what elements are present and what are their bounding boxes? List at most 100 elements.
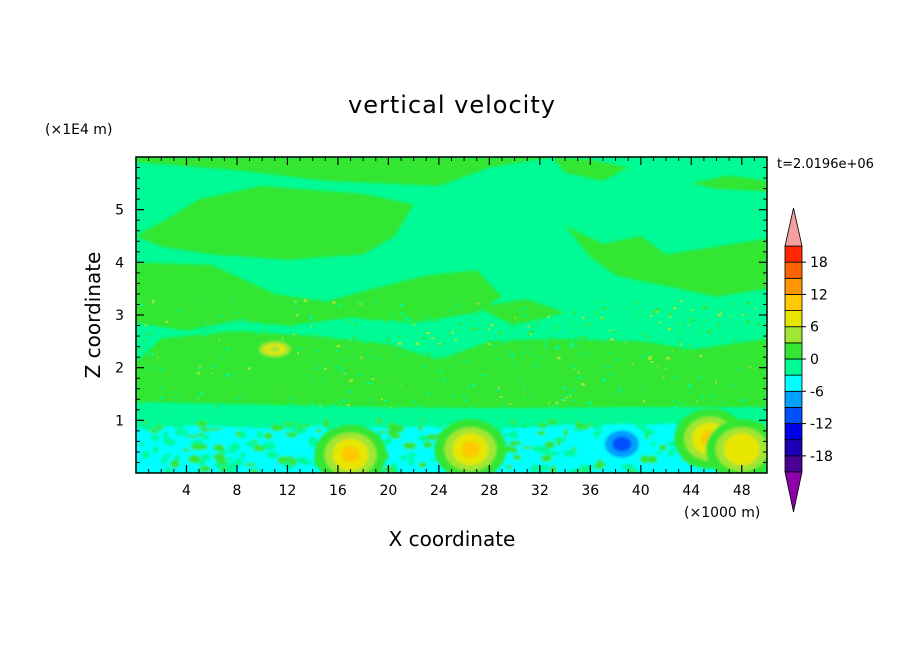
y-unit-label: (×1E4 m) xyxy=(45,122,112,138)
speckle xyxy=(484,315,489,318)
speckle xyxy=(596,314,598,317)
speckle xyxy=(601,318,604,320)
speckle xyxy=(650,361,654,363)
speckle xyxy=(669,312,672,315)
x-tick-label: 36 xyxy=(581,483,599,499)
boundary-cell xyxy=(512,454,522,461)
speckle xyxy=(610,351,613,354)
speckle xyxy=(531,336,533,340)
speckle xyxy=(680,396,683,399)
speckle xyxy=(219,361,221,364)
speckle xyxy=(608,377,611,380)
speckle xyxy=(530,330,534,333)
y-tick-label: 5 xyxy=(115,203,124,219)
x-axis-label: X coordinate xyxy=(389,527,516,551)
speckle xyxy=(374,316,377,319)
speckle xyxy=(472,384,476,387)
x-tick-label: 16 xyxy=(329,483,347,499)
speckle xyxy=(529,332,533,336)
speckle xyxy=(581,301,585,304)
speckle xyxy=(249,322,251,324)
speckle xyxy=(209,371,210,375)
speckle xyxy=(332,301,336,304)
boundary-cell xyxy=(170,459,180,469)
speckle xyxy=(688,326,691,330)
speckle xyxy=(591,327,593,330)
speckle xyxy=(627,306,630,309)
boundary-cell xyxy=(293,425,307,435)
speckle xyxy=(450,354,454,357)
speckle xyxy=(680,398,685,401)
speckle xyxy=(741,311,744,314)
boundary-cell xyxy=(667,452,672,457)
speckle xyxy=(379,357,383,360)
speckle xyxy=(579,332,581,334)
speckle xyxy=(272,391,275,395)
speckle xyxy=(703,391,707,395)
speckle xyxy=(315,301,318,305)
speckle xyxy=(292,333,295,336)
speckle xyxy=(371,401,374,403)
boundary-cell xyxy=(289,459,298,466)
speckle xyxy=(318,333,320,336)
speckle xyxy=(555,348,559,350)
speckle xyxy=(577,371,580,374)
speckle xyxy=(344,347,346,349)
boundary-cell xyxy=(430,458,437,462)
speckle xyxy=(422,358,426,362)
colorbar-level xyxy=(784,407,803,424)
positive-patch xyxy=(476,299,566,326)
speckle xyxy=(545,404,548,406)
speckle xyxy=(610,373,612,377)
speckle xyxy=(765,339,767,341)
speckle xyxy=(711,328,713,331)
speckle xyxy=(535,322,540,324)
speckle xyxy=(338,388,342,391)
speckle xyxy=(187,331,189,333)
speckle xyxy=(555,326,559,329)
speckle xyxy=(250,351,253,353)
speckle xyxy=(235,312,238,315)
colorbar-tick-label: -6 xyxy=(810,384,824,400)
speckle xyxy=(687,344,690,346)
speckle xyxy=(194,319,199,322)
speckle xyxy=(310,325,312,328)
speckle xyxy=(575,340,579,342)
speckle xyxy=(490,323,494,327)
speckle xyxy=(310,309,312,312)
x-tick-label: 48 xyxy=(733,483,751,499)
speckle xyxy=(364,387,367,389)
speckle xyxy=(544,343,547,346)
speckle xyxy=(548,402,550,405)
speckle xyxy=(505,404,507,408)
speckle xyxy=(697,376,701,379)
speckle xyxy=(755,383,758,385)
speckle xyxy=(481,389,484,392)
speckle xyxy=(606,366,610,369)
colorbar-level xyxy=(784,245,803,263)
speckle xyxy=(474,336,477,339)
speckle xyxy=(624,379,627,383)
speckle xyxy=(619,403,622,406)
speckle xyxy=(512,322,515,325)
boundary-cell xyxy=(315,428,322,434)
speckle xyxy=(504,363,509,366)
boundary-cell xyxy=(285,425,296,431)
speckle xyxy=(672,349,674,351)
speckle xyxy=(391,325,395,329)
speckle xyxy=(610,338,614,341)
speckle xyxy=(624,342,626,344)
speckle xyxy=(463,399,467,402)
boundary-cell xyxy=(571,446,577,451)
speckle xyxy=(746,301,749,304)
boundary-cell xyxy=(406,420,413,427)
speckle xyxy=(569,395,572,398)
speckle xyxy=(470,327,472,329)
speckle xyxy=(677,401,679,403)
speckle xyxy=(184,378,188,380)
speckle xyxy=(547,396,551,399)
speckle xyxy=(377,326,382,328)
colorbar-under-arrow xyxy=(784,471,803,513)
speckle xyxy=(503,339,507,343)
speckle xyxy=(731,336,735,339)
